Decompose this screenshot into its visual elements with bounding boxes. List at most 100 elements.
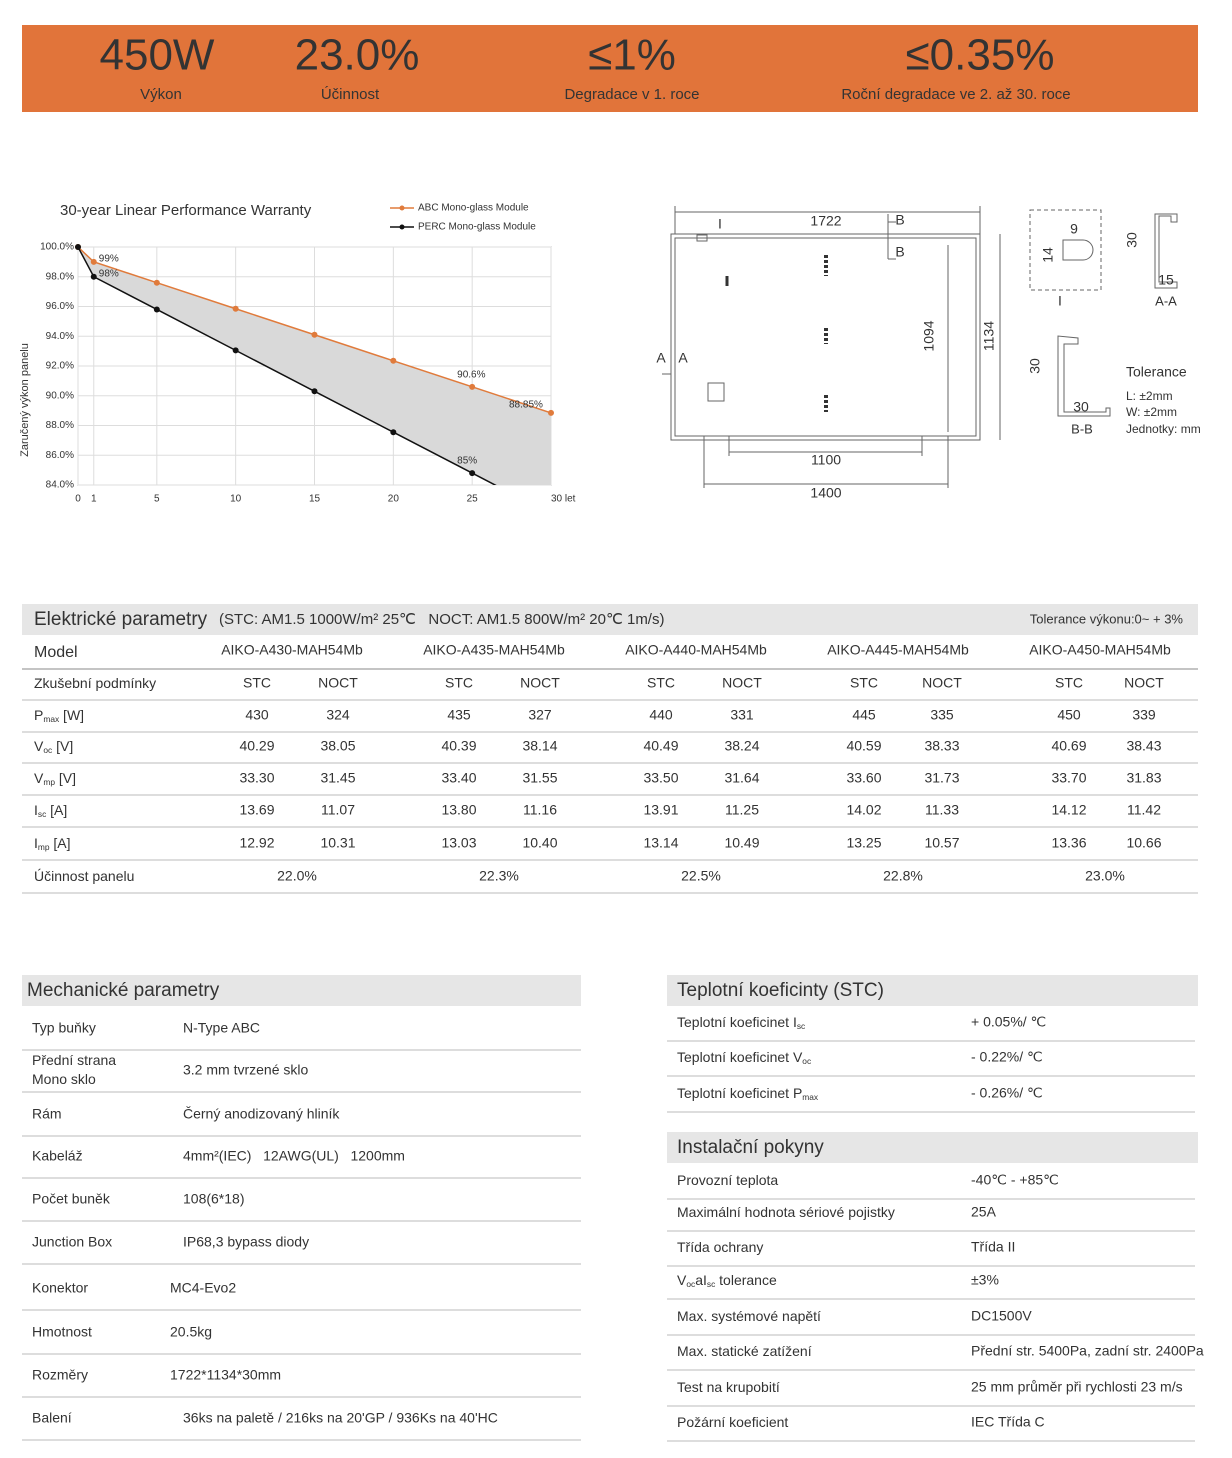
cell-value: STC [1055,675,1083,691]
dimension-label: 30 [1073,399,1089,415]
legend-label: PERC Mono-glass Module [418,222,536,233]
y-tick-label: 90.0% [46,390,74,401]
cell-value: 430 [245,707,269,723]
cell-value: 11.42 [1127,802,1161,818]
row-label: VocaIsc tolerance [677,1272,777,1290]
cell-value: IEC Třída C [971,1414,1045,1430]
section-title: Elektrické parametry [34,609,208,630]
cell-value: 435 [447,707,471,723]
label-part: V [34,770,44,786]
data-point [311,388,318,395]
cell-value: 12.92 [239,835,274,851]
cell-value: 11.25 [725,802,759,818]
label-subscript: sc [797,1021,805,1031]
label-part: [A] [50,835,71,851]
cell-value: 38.33 [924,738,959,754]
dimension-label: A-A [1155,293,1177,308]
cell-value: 40.59 [846,738,881,754]
y-tick-label: 98.0% [46,271,74,282]
cell-value: Černý anodizovaný hliník [183,1106,340,1122]
dimension-label: I [1058,293,1062,309]
label-part: aI [695,1272,707,1288]
x-tick-label: 0 [75,494,81,505]
row-label: Junction Box [32,1234,112,1250]
label-part: V [34,738,44,754]
dimension-label: 9 [1070,221,1078,237]
label-part: V [677,1272,687,1288]
label-subscript: oc [686,1279,695,1289]
data-point [311,331,318,338]
legend-marker [399,224,405,230]
cell-value: 4mm²(IEC) 12AWG(UL) 1200mm [183,1148,405,1164]
label-part: P [34,707,43,723]
cell-value: 31.83 [1126,770,1161,786]
cell-value: 339 [1132,707,1156,723]
dimension-label: I [718,216,722,232]
x-tick-label: 15 [309,494,321,505]
data-label: 85% [457,456,477,467]
cell-value: 22.0% [277,868,317,884]
data-point [469,470,476,477]
row-label: Teplotní koeficinet Voc [677,1049,811,1067]
dimension-label: 1134 [981,321,997,351]
cell-value: STC [647,675,675,691]
cell-value: -40℃ - +85℃ [971,1172,1059,1188]
data-point [90,273,97,280]
cell-value: MC4-Evo2 [170,1280,236,1296]
row-label: Rám [32,1106,62,1122]
label-part: Max. systémové napětí [677,1308,821,1324]
row-label: Imp [A] [34,835,71,853]
y-tick-label: 92.0% [46,361,74,372]
x-tick-label: 1 [91,494,97,505]
cell-value: - 0.26%/ ℃ [971,1085,1043,1101]
cell-value: 31.73 [924,770,959,786]
series-line [78,247,497,485]
label-part: Test na krupobití [677,1379,780,1395]
section-bar [22,975,581,1006]
dimension-label: 1100 [811,452,841,468]
cell-value: 440 [649,707,673,723]
data-point [390,429,397,436]
cell-value: 445 [852,707,876,723]
dimension-label: Jednotky: mm [1126,422,1201,436]
cell-value: 13.36 [1051,835,1086,851]
header-label: Degradace v 1. roce [564,86,699,103]
cell-value: 22.8% [883,868,923,884]
cell-value: + 0.05%/ ℃ [971,1014,1046,1030]
series-line [78,247,551,414]
cell-value: 20.5kg [170,1324,212,1340]
x-tick-label: 5 [154,494,160,505]
label-part: Zkušební podmínky [34,675,156,691]
label-subscript: oc [802,1056,811,1066]
dimension-label: W: ±2mm [1126,405,1177,419]
label-part: Účinnost panelu [34,868,134,884]
cell-value: 10.31 [320,835,355,851]
header-value: ≤0.35% [906,31,1055,80]
cell-value: 327 [528,707,552,723]
cell-value: 40.29 [239,738,274,754]
dimension-label: 30 [1124,232,1140,248]
label-part: [V] [52,738,73,754]
cell-value: NOCT [318,675,358,691]
cell-value: IP68,3 bypass diody [183,1234,309,1250]
model-name: AIKO-A435-MAH54Mb [423,642,565,658]
cell-value: 40.49 [643,738,678,754]
label-part: Teplotní koeficinet I [677,1014,797,1030]
dimension-label: A [678,350,688,366]
dimension-label: B [895,212,904,228]
cell-value: NOCT [1124,675,1164,691]
cell-value: 40.39 [441,738,476,754]
cell-value: 31.55 [522,770,557,786]
dimension-label: 1094 [921,320,937,351]
label-subscript: max [802,1092,819,1102]
cell-value: N-Type ABC [183,1020,260,1036]
cell-value: - 0.22%/ ℃ [971,1049,1043,1065]
cell-value: 1722*1134*30mm [170,1367,281,1383]
header-value: 450W [100,31,215,80]
section-bar [22,604,1198,635]
label-subscript: max [43,714,60,724]
dimension-label: 30 [1027,358,1043,374]
cell-value: 331 [730,707,754,723]
row-label: Max. statické zatížení [677,1343,812,1359]
